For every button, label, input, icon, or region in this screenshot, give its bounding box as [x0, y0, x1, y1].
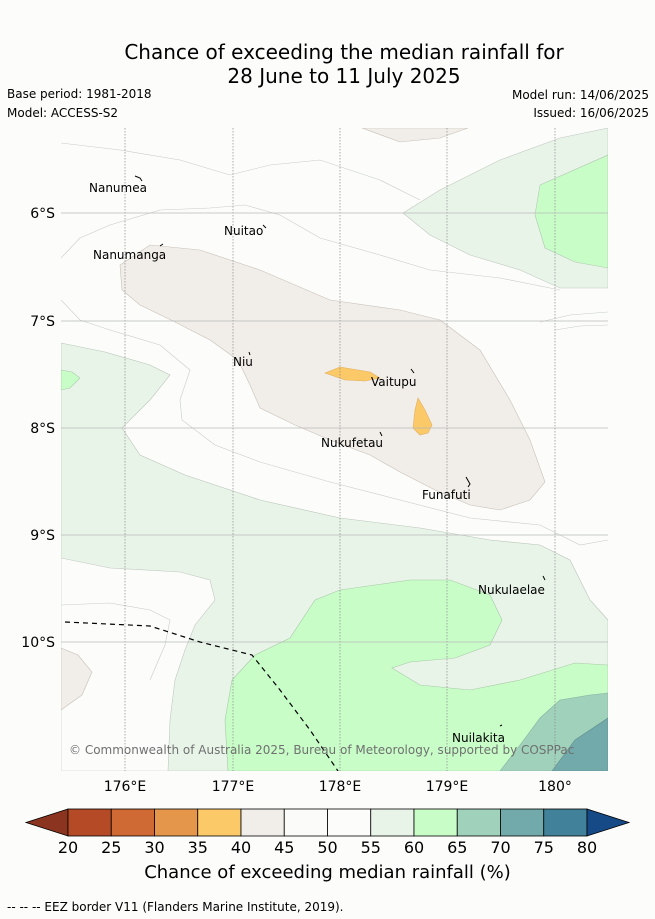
lon-tick-178e: 178°E [319, 779, 362, 795]
island-label-nukulaelae: Nukulaelae [478, 583, 545, 597]
colorbar-tick-label: 20 [58, 838, 78, 857]
colorbar-tick-label: 35 [188, 838, 208, 857]
lat-tick-8s: 8°S [30, 421, 55, 437]
eez-border-line [64, 621, 339, 771]
lon-tick-176e: 176°E [104, 779, 147, 795]
colorbar-tick-label: 70 [490, 838, 510, 857]
island-label-funafuti: Funafuti [422, 488, 471, 502]
model-text: Model: ACCESS-S2 [7, 106, 119, 120]
colorbar-swatch [110, 808, 155, 837]
island-label-nuilakita: Nuilakita [452, 731, 505, 745]
colorbar-swatch [500, 808, 545, 837]
colorbar-title: Chance of exceeding median rainfall (%) [144, 862, 511, 883]
copyright-text: © Commonwealth of Australia 2025, Bureau… [69, 743, 574, 757]
colorbar-swatch [370, 808, 415, 837]
lon-tick-177e: 177°E [212, 779, 255, 795]
zone-35-40-vaitupu [324, 366, 381, 382]
colorbar-arrow-high [586, 808, 631, 837]
colorbar-swatch [154, 808, 199, 837]
lat-tick-10s: 10°S [21, 635, 55, 651]
model-run-text: Model run: 14/06/2025 [511, 88, 649, 102]
colorbar-tick-label: 65 [447, 838, 467, 857]
contour-line [61, 204, 561, 291]
colorbar-swatch [327, 808, 372, 837]
contour-line [61, 142, 421, 201]
zone-60-65-northeast [534, 154, 608, 269]
colorbar-swatch [413, 808, 458, 837]
zone-50-55-southwest [61, 557, 216, 771]
colorbar-tick-label: 75 [534, 838, 554, 857]
colorbar-tick-label: 25 [101, 838, 121, 857]
lat-tick-9s: 9°S [30, 528, 55, 544]
colorbar-tick-label: 40 [231, 838, 251, 857]
lon-tick-180: 180° [538, 779, 572, 795]
title-line-2: 28 June to 11 July 2025 [227, 64, 461, 88]
contour-line [539, 311, 608, 323]
colorbar: 20 25 30 35 40 45 50 55 60 65 70 75 80 [24, 808, 631, 857]
colorbar-swatch [197, 808, 242, 837]
zone-45-50-central [119, 244, 546, 511]
map-lat-gridlines [61, 212, 608, 643]
zone-45-50-southwest [61, 647, 93, 711]
colorbar-swatch [240, 808, 285, 837]
colorbar-tick-label: 60 [404, 838, 424, 857]
colorbar-arrow-low [24, 808, 69, 837]
title-line-1: Chance of exceeding the median rainfall … [124, 40, 564, 64]
island-label-nukufetau: Nukufetau [321, 436, 383, 450]
island-label-nanumea: Nanumea [89, 181, 147, 195]
lat-tick-6s: 6°S [30, 206, 55, 222]
map-title: Chance of exceeding the median rainfall … [0, 40, 655, 88]
issued-text: Issued: 16/06/2025 [533, 106, 649, 120]
island-label-nuitao: Nuitao [224, 224, 263, 238]
eez-footnote: -- -- -- EEZ border V11 (Flanders Marine… [7, 900, 344, 914]
zone-45-50-north [361, 128, 469, 143]
colorbar-swatch [283, 808, 328, 837]
lat-tick-7s: 7°S [30, 314, 55, 330]
contour-line [61, 602, 171, 681]
colorbar-tick-label: 80 [577, 838, 597, 857]
island-label-nanumanga: Nanumanga [93, 248, 166, 262]
colorbar-tick-label: 30 [144, 838, 164, 857]
island-label-niu: Niu [233, 355, 253, 369]
zone-35-40-east [412, 397, 433, 436]
zone-70-75-southeast [551, 717, 608, 771]
colorbar-tick-label: 45 [274, 838, 294, 857]
zone-60-65-south [224, 579, 608, 771]
colorbar-swatch [456, 808, 501, 837]
lon-tick-179e: 179°E [426, 779, 469, 795]
colorbar-tick-label: 55 [361, 838, 381, 857]
base-period-text: Base period: 1981-2018 [7, 87, 152, 101]
contour-line [61, 299, 608, 546]
island-shapes [134, 175, 546, 727]
map-gridlines [124, 128, 556, 771]
colorbar-swatch [543, 808, 588, 837]
zone-60-65-west [61, 369, 81, 391]
map-plot-area: Nanumea Nuitao Nanumanga Niu Vaitupu Nuk… [61, 128, 608, 771]
contour-line [554, 324, 608, 331]
colorbar-swatch [67, 808, 112, 837]
island-label-vaitupu: Vaitupu [371, 375, 417, 389]
colorbar-tick-label: 50 [317, 838, 337, 857]
